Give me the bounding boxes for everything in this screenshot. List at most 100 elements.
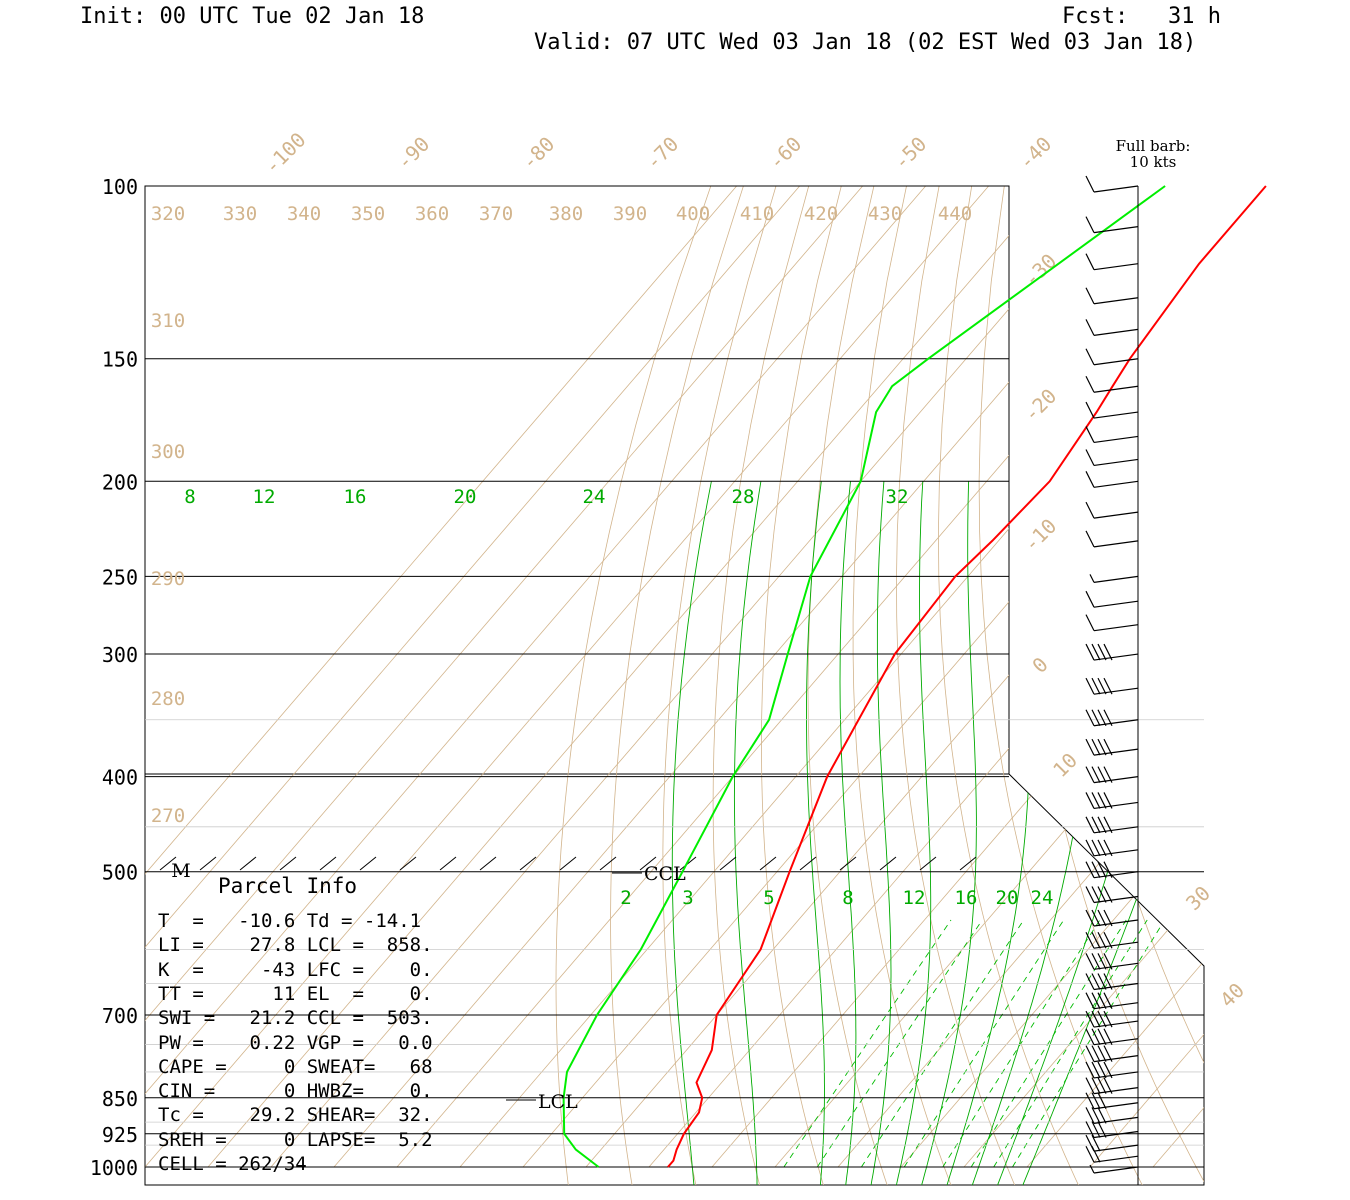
wind-barb	[1093, 1116, 1139, 1124]
parcel-line: CIN = 0 HWBZ= 0.	[158, 1080, 433, 1103]
moist-adiabat	[870, 481, 892, 1185]
theta-label: 320	[151, 203, 185, 225]
wind-barb-flag	[1091, 953, 1101, 970]
wind-barb-half	[1089, 574, 1095, 583]
theta-label: 360	[415, 203, 449, 225]
wind-barb-flag	[1097, 1010, 1107, 1028]
wind-barb	[1093, 1038, 1139, 1046]
wind-barb-flag	[1091, 1092, 1101, 1110]
dry-adiabat	[1018, 186, 1204, 1185]
pressure-label: 850	[102, 1087, 138, 1111]
wind-barb-flag	[1085, 348, 1095, 366]
pressure-label: 500	[102, 861, 138, 885]
wind-barb-flag	[1091, 709, 1101, 726]
wind-barb-flag	[1091, 931, 1101, 949]
wind-barb-flag	[1103, 1061, 1113, 1079]
dry-adiabat	[1298, 186, 1350, 1188]
wind-barb-flag	[1097, 709, 1107, 726]
isotherm-line	[963, 186, 1204, 1168]
parcel-line: PW = 0.22 VGP = 0.0	[158, 1031, 433, 1054]
barb-legend: Full barb: 10 kts	[1100, 138, 1206, 170]
wind-barb-flag	[1091, 839, 1101, 857]
isotherm-line	[145, 186, 863, 1168]
wind-barb	[1093, 687, 1139, 695]
isotherm-label: 0	[1027, 652, 1052, 677]
isotherm-line	[1026, 186, 1204, 1168]
wind-barb-flag	[1097, 931, 1107, 949]
pressure-label: 300	[102, 643, 138, 667]
wind-barb	[1093, 776, 1139, 784]
wind-barb	[1093, 1087, 1139, 1095]
wind-barb-flag	[1085, 953, 1095, 970]
mixing-ratio-label: 16	[344, 486, 367, 508]
dry-adiabat	[662, 186, 777, 1185]
wind-barb-flag	[1097, 643, 1107, 661]
dry-adiabat	[1265, 186, 1350, 1188]
wind-barb-flag	[1091, 738, 1101, 756]
wind-barb-flag	[1085, 909, 1095, 927]
theta-label: 390	[613, 203, 647, 225]
isotherm-label: -70	[641, 132, 684, 175]
wind-barb-flag	[1085, 287, 1095, 305]
wind-barb-flag	[1085, 1121, 1095, 1138]
wind-barb-flag	[1091, 861, 1101, 878]
wind-barb	[1093, 511, 1139, 519]
wind-barb-flag	[1085, 1077, 1095, 1094]
wind-barb-flag	[1097, 1077, 1107, 1094]
parcel-line: LI = 27.8 LCL = 858.	[158, 934, 433, 957]
hatch-mark	[519, 856, 537, 871]
hatch-mark	[159, 856, 177, 871]
dry-adiabat	[555, 186, 712, 1185]
hatch-mark	[239, 856, 257, 871]
wind-barb	[1093, 962, 1139, 970]
wind-barb-flag	[1097, 953, 1107, 970]
parcel-line: Tc = 29.2 SHEAR= 32.	[158, 1104, 433, 1127]
theta-label: 400	[676, 203, 710, 225]
wind-barb-flag	[1103, 1028, 1113, 1045]
wind-barb	[1093, 1102, 1139, 1110]
theta-label: 340	[287, 203, 321, 225]
isotherm-line	[1152, 186, 1204, 1168]
isotherm-line	[648, 186, 1204, 1168]
wind-barb-flag	[1103, 839, 1113, 857]
wind-barb-flag	[1085, 677, 1095, 695]
isotherm-line	[270, 186, 1115, 1168]
hatch-mark	[679, 856, 697, 871]
dry-adiabat	[1233, 186, 1350, 1188]
wind-barb-flag	[1103, 992, 1113, 1009]
upper-frame	[144, 185, 1010, 775]
valid-time: Valid: 07 UTC Wed 03 Jan 18 (02 EST Wed …	[534, 30, 1197, 55]
wind-barb-flag	[1103, 909, 1113, 927]
isotherm-line	[145, 186, 989, 1168]
wind-barb-flag	[1097, 861, 1107, 878]
wind-barb-flag	[1085, 1107, 1095, 1124]
wind-barb-flag	[1097, 973, 1107, 990]
hatch-mark	[559, 856, 577, 871]
hatch-mark	[839, 856, 857, 871]
wind-barb-flag	[1085, 766, 1095, 783]
lcl-marker: LCL	[538, 1091, 578, 1113]
wind-barb-flag	[1091, 643, 1101, 661]
isotherm-line	[585, 186, 1204, 1168]
wind-barb-flag	[1085, 643, 1095, 661]
mixing-ratio-label: 12	[253, 486, 276, 508]
moist-adiabat	[920, 481, 977, 1185]
pressure-label: 100	[102, 175, 138, 199]
hatch-mark	[919, 856, 937, 871]
hatch-mark	[399, 856, 417, 871]
isotherm-label: -30	[1019, 249, 1062, 292]
isotherm-line	[522, 186, 1204, 1168]
wind-barb-flag	[1103, 766, 1113, 783]
theta-label: 410	[740, 203, 774, 225]
wind-barb	[1093, 871, 1139, 879]
wind-barb	[1093, 435, 1139, 444]
mixing-ratio-label: 5	[763, 887, 774, 909]
wind-barb	[1093, 1144, 1139, 1152]
dry-adiabat	[610, 186, 744, 1185]
wind-barb-flag	[1097, 1045, 1107, 1062]
parcel-line: SWI = 21.2 CCL = 503.	[158, 1007, 433, 1030]
theta-label: 290	[151, 568, 185, 590]
wind-barb-flag	[1091, 677, 1101, 695]
mixing-ratio-line	[1012, 919, 1166, 1168]
wind-barb-flag	[1085, 973, 1095, 990]
